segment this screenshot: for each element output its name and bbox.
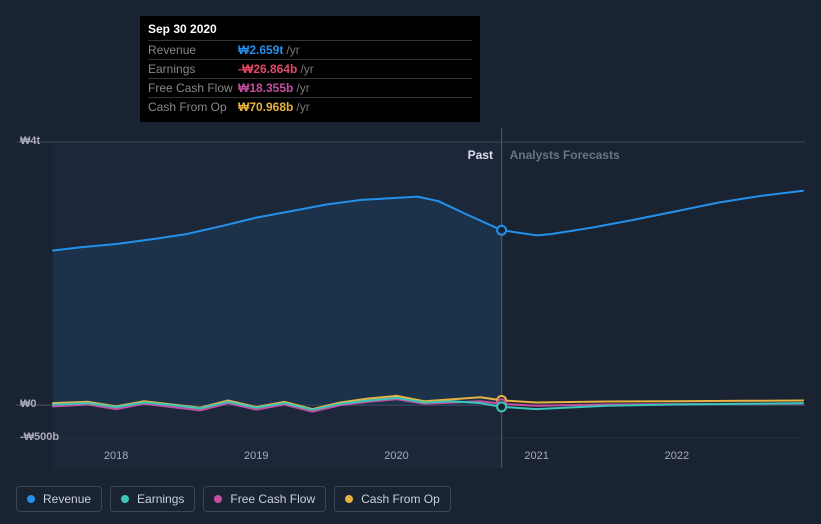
tooltip-metric-suffix: /yr — [296, 81, 309, 95]
chart-legend: Revenue Earnings Free Cash Flow Cash From O… — [16, 486, 451, 512]
x-axis-tick-label: 2022 — [665, 450, 689, 462]
tooltip-metric-suffix: /yr — [296, 100, 309, 114]
earnings-revenue-chart: ₩4t ₩0 -₩500b 2018 2019 2020 2021 2022 Past Analy… — [16, 128, 805, 468]
tooltip-row: Free Cash Flow₩18.355b/yr — [148, 78, 472, 97]
x-axis-tick-label: 2021 — [524, 450, 548, 462]
region-label-forecast: Analysts Forecasts — [510, 148, 620, 162]
chart-svg — [16, 128, 805, 468]
tooltip-metric-suffix: /yr — [300, 62, 313, 76]
y-axis-tick-label: ₩4t — [20, 135, 40, 147]
legend-label: Free Cash Flow — [230, 492, 315, 506]
x-axis-tick-label: 2018 — [104, 450, 128, 462]
legend-label: Earnings — [137, 492, 184, 506]
region-label-past: Past — [468, 148, 493, 162]
legend-item[interactable]: Cash From Op — [334, 486, 451, 512]
tooltip-metric-value: ₩2.659t — [238, 43, 283, 57]
tooltip-metric-suffix: /yr — [286, 43, 299, 57]
tooltip-metric-label: Earnings — [148, 62, 238, 76]
y-axis-tick-label: ₩0 — [20, 398, 37, 410]
tooltip-metric-label: Cash From Op — [148, 100, 238, 114]
tooltip-metric-value: -₩26.864b — [238, 62, 297, 76]
legend-item[interactable]: Earnings — [110, 486, 195, 512]
x-axis-tick-label: 2019 — [244, 450, 268, 462]
legend-dot-icon — [345, 495, 353, 503]
tooltip-metric-label: Revenue — [148, 43, 238, 57]
tooltip-date: Sep 30 2020 — [148, 22, 472, 36]
legend-dot-icon — [214, 495, 222, 503]
legend-label: Revenue — [43, 492, 91, 506]
tooltip-row: Revenue₩2.659t/yr — [148, 40, 472, 59]
legend-dot-icon — [27, 495, 35, 503]
tooltip-metric-value: ₩18.355b — [238, 81, 293, 95]
tooltip-row: Cash From Op₩70.968b/yr — [148, 97, 472, 116]
tooltip-metric-label: Free Cash Flow — [148, 81, 238, 95]
legend-item[interactable]: Free Cash Flow — [203, 486, 326, 512]
legend-dot-icon — [121, 495, 129, 503]
chart-tooltip: Sep 30 2020 Revenue₩2.659t/yrEarnings-₩2… — [140, 16, 480, 122]
tooltip-metric-value: ₩70.968b — [238, 100, 293, 114]
legend-label: Cash From Op — [361, 492, 440, 506]
x-axis-tick-label: 2020 — [384, 450, 408, 462]
legend-item[interactable]: Revenue — [16, 486, 102, 512]
tooltip-row: Earnings-₩26.864b/yr — [148, 59, 472, 78]
y-axis-tick-label: -₩500b — [20, 431, 59, 443]
